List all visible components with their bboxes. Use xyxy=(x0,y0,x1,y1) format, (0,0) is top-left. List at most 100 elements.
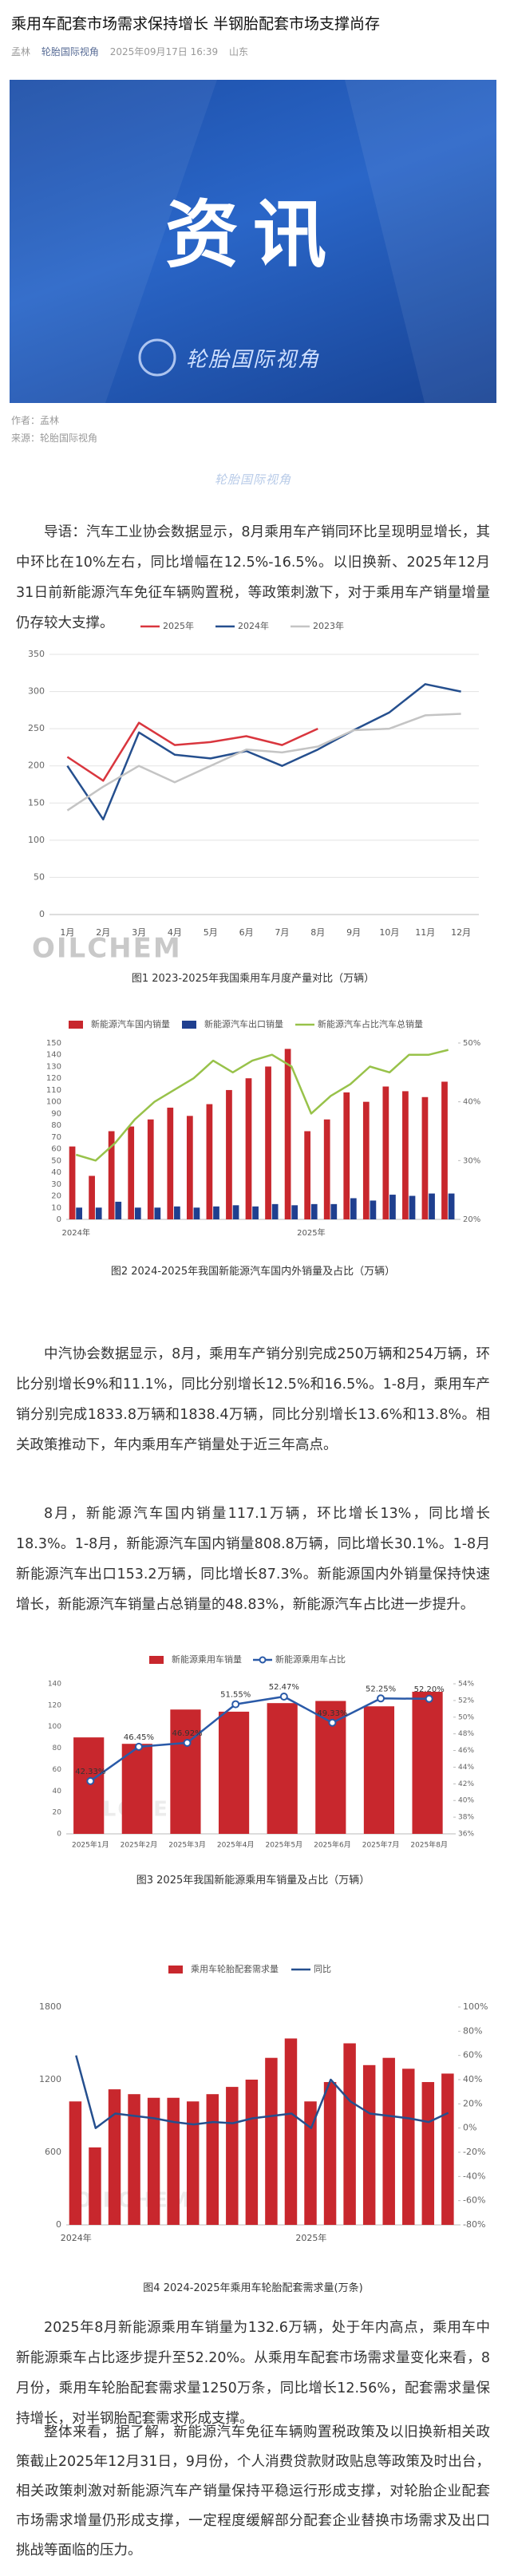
x-tick-label: 2月 xyxy=(96,927,110,938)
bar xyxy=(245,2080,259,2225)
bar xyxy=(232,1205,239,1219)
bar xyxy=(186,1116,193,1219)
caption: 图1 2023-2025年我国乘用车月度产量对比（万辆） xyxy=(131,973,375,985)
y2-tick-label: 80% xyxy=(463,2025,482,2036)
value-label: 52.25% xyxy=(366,1685,396,1693)
legend-label: 新能源汽车占比汽车总销量 xyxy=(318,1018,423,1029)
line xyxy=(75,1049,449,1162)
banner-brand: 轮胎国际视角 xyxy=(185,348,320,372)
y2-tick-label: 36% xyxy=(458,1831,474,1839)
y-tick-label: 50 xyxy=(34,871,45,882)
bar xyxy=(226,1089,232,1219)
account-link[interactable]: 轮胎国际视角 xyxy=(41,46,99,57)
y-tick-label: 80 xyxy=(51,1121,61,1130)
x-tick-label: 2025年7月 xyxy=(362,1840,400,1850)
bar xyxy=(448,1193,455,1219)
y-tick-label: 20 xyxy=(51,1192,61,1201)
y-tick-label: 250 xyxy=(28,723,45,733)
bar xyxy=(323,1119,330,1219)
legend-label: 同比 xyxy=(314,1964,331,1974)
y2-tick-label: 0% xyxy=(463,2123,476,2133)
x-tick-label: 2025年 xyxy=(297,1227,325,1238)
bar xyxy=(304,1131,311,1219)
bar xyxy=(115,1201,122,1219)
y2-tick-label: 60% xyxy=(463,2050,482,2060)
y-tick-label: 1200 xyxy=(39,2074,61,2084)
x-tick-label: 4月 xyxy=(168,927,182,938)
legend-label: 新能源乘用车占比 xyxy=(275,1653,346,1665)
x-tick-label: 3月 xyxy=(132,927,146,938)
bar xyxy=(265,1066,271,1219)
line xyxy=(75,2055,449,2129)
bar xyxy=(271,1203,279,1219)
y2-tick-label: 48% xyxy=(458,1730,474,1738)
paragraph: 中汽协会数据显示，8月，乘用车产销分别完成250万辆和254万辆，环比分别增长9… xyxy=(16,1346,490,1453)
location: 山东 xyxy=(229,46,249,57)
bar xyxy=(213,1206,219,1219)
legend-label: 2024年 xyxy=(238,620,269,631)
paragraph: 导语：汽车工业协会数据显示，8月乘用车产销同环比呈现明显增长，其中环比在10%左… xyxy=(16,524,490,631)
y2-tick-label: 40% xyxy=(463,1098,480,1107)
y2-tick-label: 50% xyxy=(463,1039,480,1048)
bar xyxy=(76,1207,83,1219)
bar xyxy=(89,1175,95,1219)
y-tick-label: 0 xyxy=(57,1831,61,1839)
bar xyxy=(382,2057,395,2225)
bar xyxy=(409,1195,416,1219)
bar xyxy=(206,2094,219,2225)
legend-label: 2023年 xyxy=(313,620,344,631)
divider-brand: 轮胎国际视角 xyxy=(214,472,291,487)
legend-swatch xyxy=(69,1021,83,1029)
y2-tick-label: 40% xyxy=(463,2074,482,2084)
paragraph: 8月，新能源汽车国内销量117.1万辆，环比增长13%，同比增长18.3%。1-… xyxy=(16,1506,490,1613)
watermark: OILCHEM xyxy=(32,933,182,965)
bar xyxy=(343,1092,350,1219)
line-marker xyxy=(134,1742,143,1751)
line xyxy=(66,713,461,812)
x-tick-label: 2025年1月 xyxy=(72,1840,109,1850)
bar xyxy=(167,2097,180,2225)
y-tick-label: 0 xyxy=(39,909,45,919)
x-tick-label: 7月 xyxy=(275,927,289,938)
y-tick-label: 130 xyxy=(46,1062,61,1071)
x-tick-label: 2025年2月 xyxy=(121,1840,158,1850)
credit-author: 作者：孟林 xyxy=(11,415,60,426)
y-tick-label: 80 xyxy=(53,1744,62,1752)
value-label: 52.20% xyxy=(414,1685,445,1694)
paragraph: 整体来看，据了解，新能源汽车免征车辆购置税政策及以旧换新相关政策截止2025年1… xyxy=(16,2424,490,2558)
y2-tick-label: 54% xyxy=(458,1681,474,1689)
y2-tick-label: 52% xyxy=(458,1697,474,1705)
legend-label: 新能源乘用车销量 xyxy=(172,1653,242,1665)
y2-tick-label: 20% xyxy=(463,2098,482,2108)
y2-tick-label: 46% xyxy=(458,1747,474,1755)
banner-title: 资讯 xyxy=(164,192,341,278)
bar xyxy=(402,1091,409,1219)
y2-tick-label: 100% xyxy=(463,2001,488,2012)
y-tick-label: 100 xyxy=(48,1723,61,1731)
value-label: 49.33% xyxy=(317,1709,347,1718)
bar xyxy=(218,1711,250,1834)
x-tick-label: 2025年3月 xyxy=(168,1840,206,1850)
y-tick-label: 100 xyxy=(46,1098,61,1107)
bar xyxy=(362,2064,376,2225)
bar xyxy=(95,1207,102,1219)
bar xyxy=(147,2097,160,2225)
y-tick-label: 30 xyxy=(51,1180,61,1189)
y-tick-label: 60 xyxy=(53,1766,62,1774)
paragraph: 2025年8月新能源乘用车销量为132.6万辆，处于年内高点，乘用车中新能源乘车… xyxy=(16,2320,490,2427)
bar xyxy=(128,2094,140,2225)
y-tick-label: 100 xyxy=(28,835,45,845)
bar xyxy=(421,2082,435,2225)
y2-tick-label: -20% xyxy=(463,2147,485,2157)
bar xyxy=(330,1203,338,1219)
bar xyxy=(343,2043,356,2225)
x-tick-label: 5月 xyxy=(204,927,218,938)
y-tick-label: 60 xyxy=(51,1145,61,1154)
y2-tick-label: -80% xyxy=(463,2219,485,2230)
y2-tick-label: 42% xyxy=(458,1780,474,1788)
bar xyxy=(304,2101,317,2225)
credit-source: 来源：轮胎国际视角 xyxy=(11,433,98,444)
y2-tick-label: 20% xyxy=(463,1215,480,1224)
caption: 图4 2024-2025年乘用车轮胎配套需求量(万条) xyxy=(143,2282,363,2294)
y-tick-label: 0 xyxy=(57,1215,61,1224)
